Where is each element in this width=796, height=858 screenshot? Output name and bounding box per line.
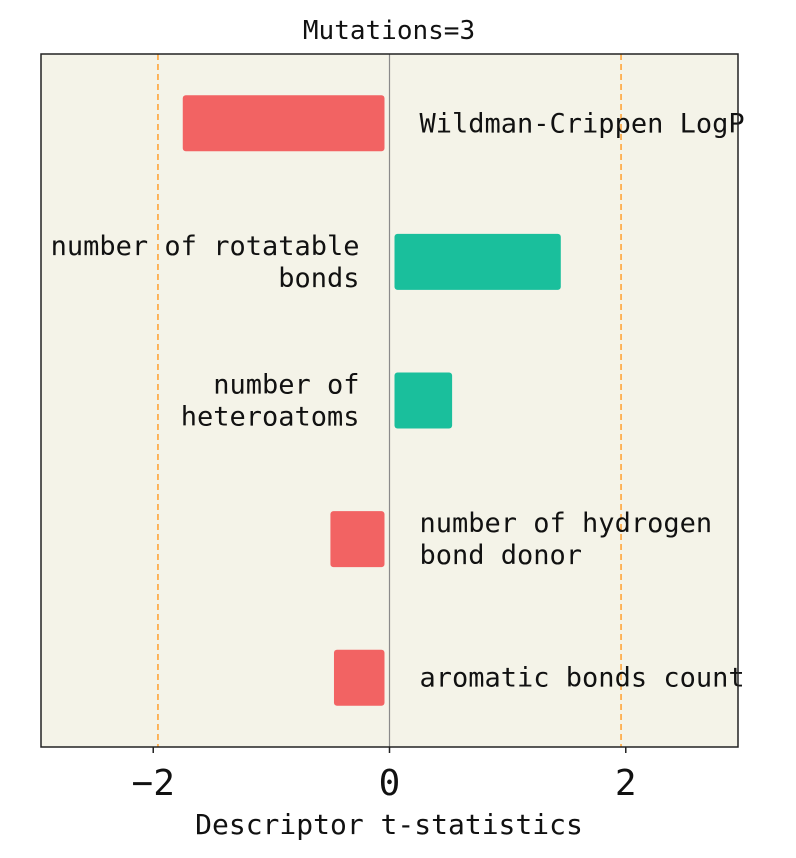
bar-1 [394,233,561,290]
bar-3 [330,511,385,568]
bar-0 [182,95,385,152]
bar-label-2-line-0: number of [213,370,359,401]
bar-label-1: number of rotatable bonds [51,231,360,294]
x-tick-label-1: 0 [379,763,401,804]
x-tick-label-0: −2 [132,763,175,804]
bar-label-3-line-0: number of hydrogen [420,508,713,539]
bar-label-3: number of hydrogen bond donor [420,508,713,571]
bar-label-0: Wildman-Crippen LogP [420,108,745,139]
threshold-lines [157,54,622,747]
bar-label-2: number of heteroatoms [181,370,360,433]
bar-label-2-line-1: heteroatoms [181,402,360,433]
x-tick-label-2: 2 [615,763,637,804]
bar-label-1-line-0: number of rotatable [51,231,360,262]
bar-label-4: aromatic bonds count [420,663,745,694]
bar-2 [394,372,453,429]
chart-title: Mutations=3 [303,16,475,46]
x-ticks: −2 0 2 [132,747,637,804]
x-axis-label: Descriptor t-statistics [195,808,583,841]
bar-label-0-line-0: Wildman-Crippen LogP [420,108,745,139]
bar-4 [333,649,385,706]
bar-label-3-line-1: bond donor [420,540,583,571]
bars [182,95,561,706]
bar-label-4-line-0: aromatic bonds count [420,663,745,694]
bar-label-1-line-1: bonds [278,263,359,294]
